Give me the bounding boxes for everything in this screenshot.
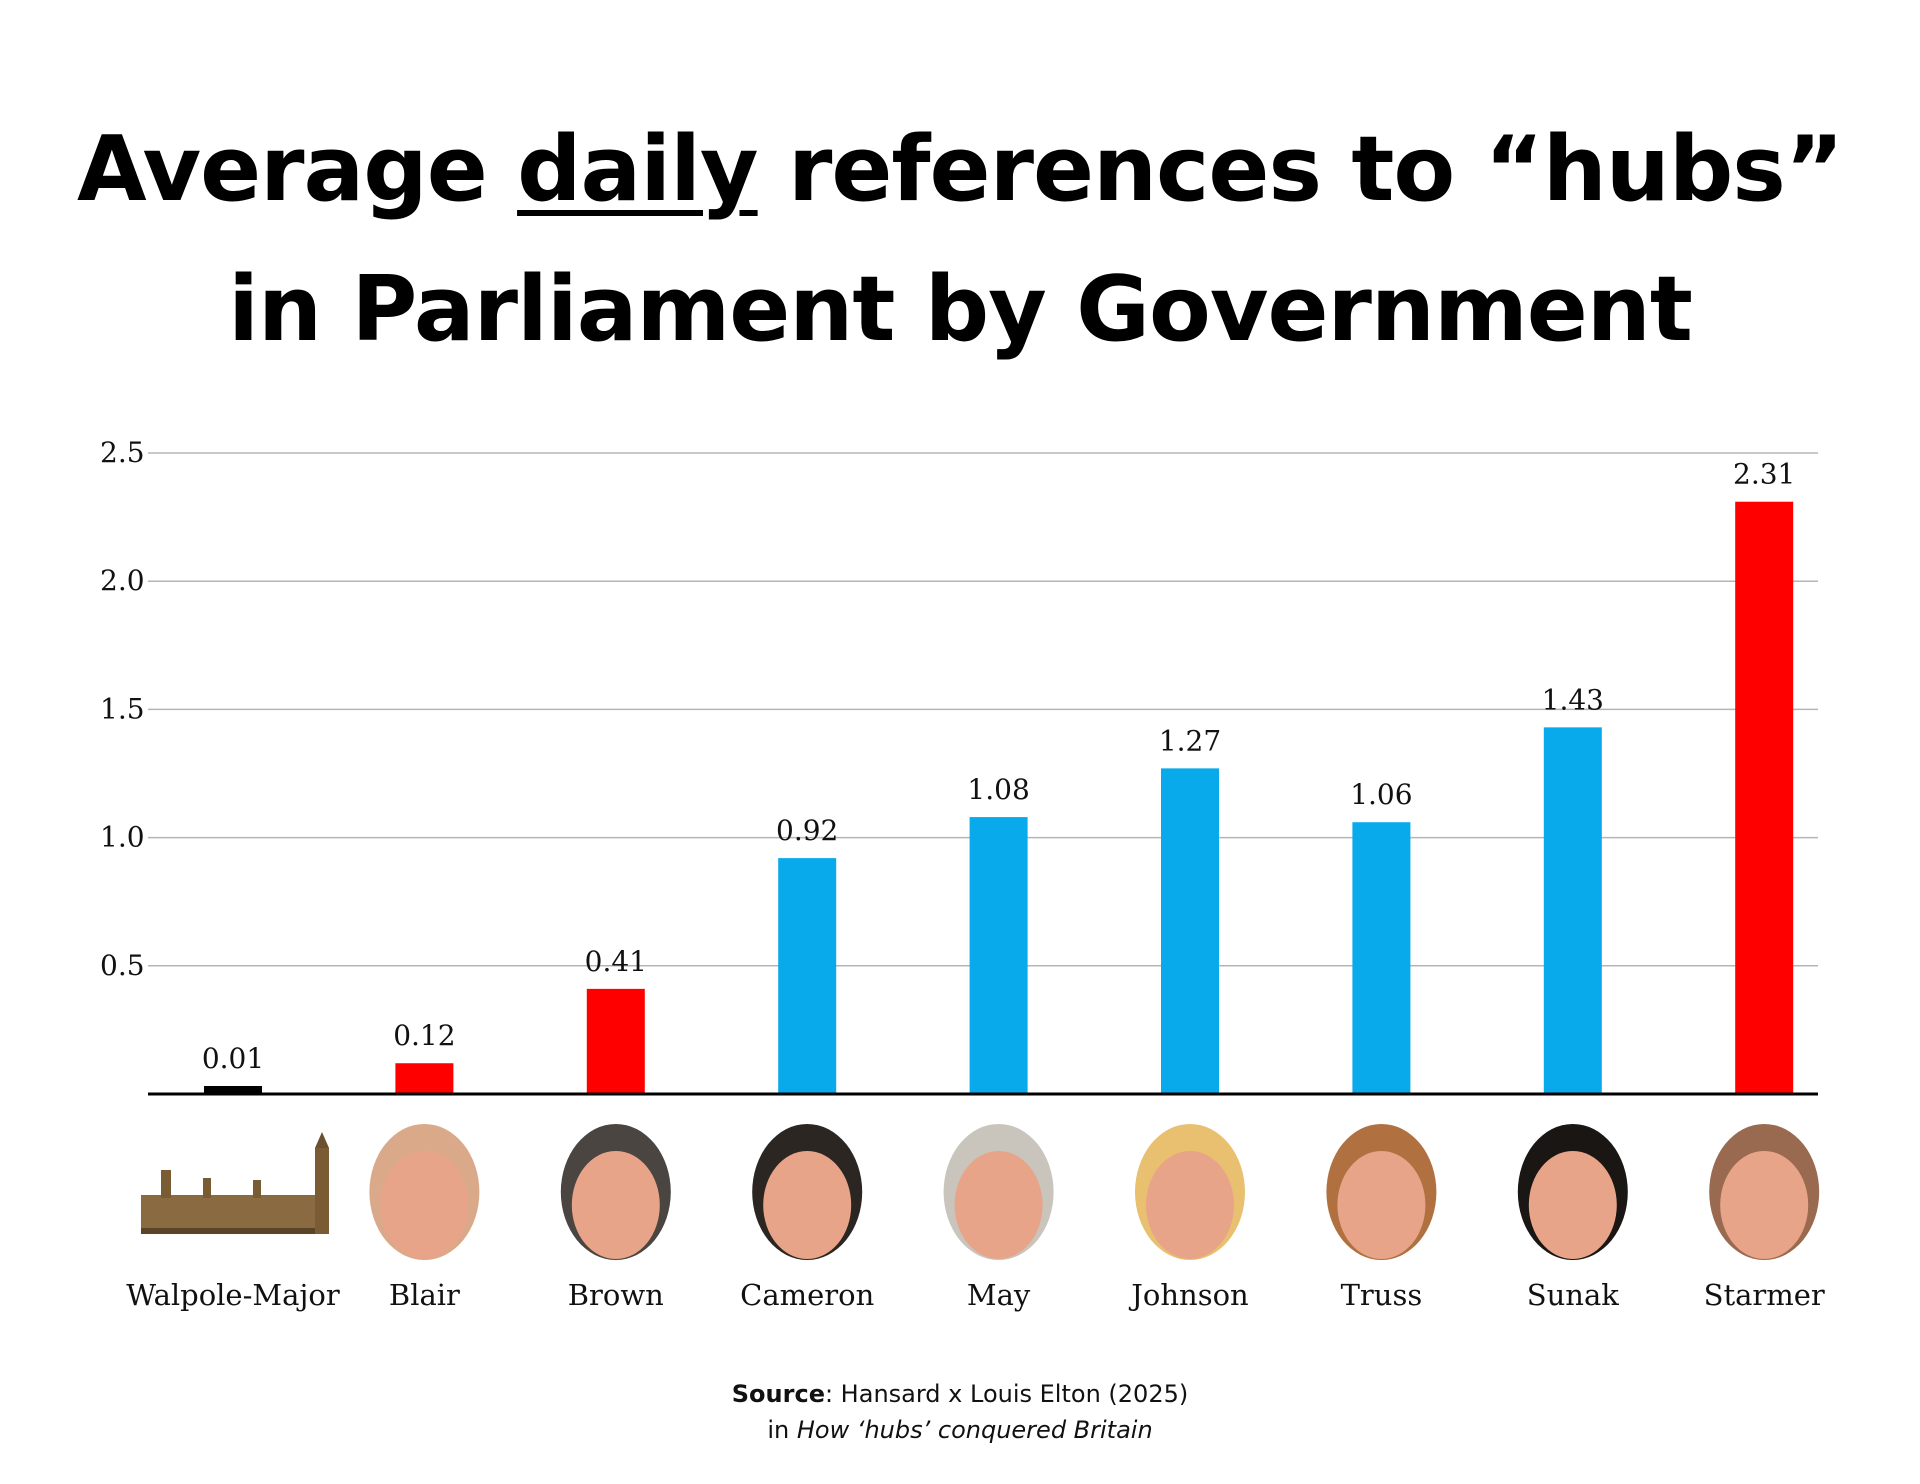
category-label: Walpole-Major [126, 1278, 340, 1312]
portrait-face [954, 1151, 1043, 1259]
truss-portrait-icon [1326, 1124, 1437, 1260]
category-label: Starmer [1704, 1278, 1825, 1312]
category-label: May [967, 1278, 1031, 1312]
portrait-face [1337, 1151, 1426, 1259]
parliament-building-shape [315, 1132, 329, 1148]
bar [204, 1086, 262, 1094]
blair-portrait-icon [369, 1124, 480, 1260]
bar-value-label: 1.06 [1350, 778, 1412, 811]
bar-value-label: 2.31 [1733, 458, 1795, 491]
title-line-2: in Parliament by Government [228, 257, 1693, 362]
parliament-building-icon [141, 1132, 329, 1234]
portrait-face [571, 1151, 660, 1259]
brown-portrait-icon [560, 1124, 671, 1260]
bar [586, 988, 645, 1094]
bar [395, 1063, 454, 1094]
category-label: Blair [389, 1278, 460, 1312]
chart-title: Average daily references to “hubs” in Pa… [0, 100, 1920, 380]
category-label: Johnson [1128, 1278, 1248, 1312]
portrait-face [380, 1151, 469, 1259]
bar-value-label: 0.12 [393, 1019, 455, 1052]
cameron-portrait-icon [752, 1124, 863, 1260]
parliament-building-shape [253, 1180, 261, 1198]
title-part-2: references to “hubs” [757, 117, 1844, 222]
title-emphasis: daily [517, 117, 759, 222]
bar-value-label: 1.08 [967, 773, 1029, 806]
bar [778, 858, 837, 1094]
portrait-face [1528, 1151, 1617, 1259]
title-line-1: Average daily references to “hubs” [0, 100, 1920, 240]
parliament-building-shape [161, 1170, 171, 1198]
starmer-portrait-icon [1709, 1124, 1820, 1260]
title-part-1: Average [77, 117, 518, 222]
bar [969, 817, 1028, 1094]
portrait-face [763, 1151, 852, 1259]
category-label: Cameron [740, 1278, 874, 1312]
source-label: Source [731, 1380, 825, 1408]
y-tick-label: 2.5 [100, 436, 145, 469]
johnson-portrait-icon [1135, 1124, 1245, 1260]
y-tick-label: 0.5 [100, 949, 145, 982]
bar-value-label: 0.92 [776, 814, 838, 847]
source-prefix: in [767, 1416, 797, 1444]
parliament-building-shape [203, 1178, 211, 1198]
y-tick-label: 2.0 [100, 564, 145, 597]
category-label: Truss [1341, 1278, 1423, 1312]
may-portrait-icon [943, 1124, 1054, 1260]
bar [1161, 768, 1219, 1094]
parliament-building-shape [315, 1148, 329, 1234]
bar [1352, 822, 1411, 1094]
portrait-face [1146, 1151, 1234, 1259]
category-label: Brown [568, 1278, 664, 1312]
parliament-building-shape [141, 1195, 316, 1233]
source-work: How ‘hubs’ conquered Britain [796, 1416, 1153, 1444]
bar [1543, 727, 1602, 1094]
bar-value-label: 0.41 [585, 945, 647, 978]
source-note: Source: Hansard x Louis Elton (2025) in … [0, 1376, 1920, 1448]
sunak-portrait-icon [1517, 1124, 1628, 1260]
y-tick-label: 1.0 [100, 821, 145, 854]
source-text: : Hansard x Louis Elton (2025) [824, 1380, 1189, 1408]
portrait-face [1720, 1151, 1809, 1259]
bar [1735, 501, 1794, 1094]
y-tick-label: 1.5 [100, 692, 145, 725]
parliament-building-shape [141, 1228, 326, 1234]
bar-value-label: 0.01 [202, 1042, 264, 1075]
category-label: Sunak [1527, 1278, 1620, 1312]
bar-value-label: 1.43 [1542, 683, 1604, 716]
bar-value-label: 1.27 [1159, 724, 1221, 757]
